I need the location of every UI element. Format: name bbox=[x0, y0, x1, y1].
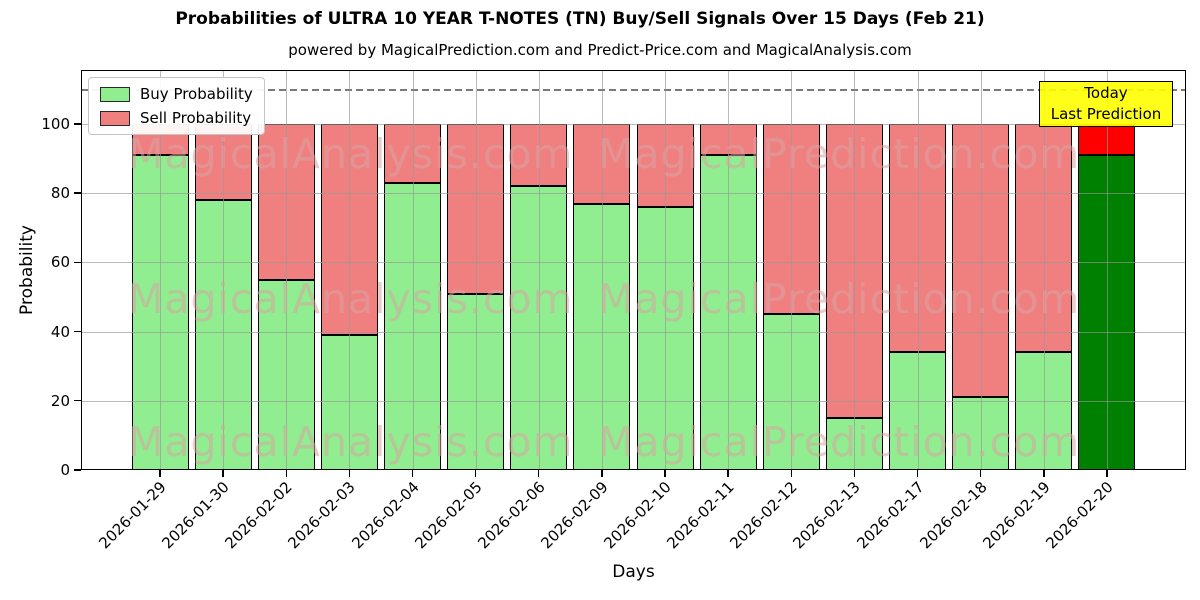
watermark-text: MagicalPrediction.com bbox=[598, 130, 1081, 178]
x-tick bbox=[664, 470, 666, 477]
gridline-horizontal bbox=[81, 262, 1186, 264]
y-tick-label: 40 bbox=[50, 322, 70, 341]
y-tick bbox=[74, 123, 81, 125]
x-tick bbox=[601, 470, 603, 477]
legend-label-buy: Buy Probability bbox=[140, 85, 253, 103]
gridline-horizontal bbox=[81, 331, 1186, 333]
gridline-vertical bbox=[665, 70, 667, 470]
watermark-text: MagicalAnalysis.com bbox=[128, 418, 574, 466]
gridline-vertical bbox=[412, 70, 414, 470]
y-tick-label: 80 bbox=[50, 184, 70, 203]
gridline-vertical bbox=[791, 70, 793, 470]
gridline-vertical bbox=[538, 70, 540, 470]
y-tick bbox=[74, 192, 81, 194]
watermark-text: MagicalPrediction.com bbox=[598, 275, 1081, 323]
gridline-vertical bbox=[917, 70, 919, 470]
plot-area: Buy Probability Sell Probability Magical… bbox=[81, 70, 1186, 470]
gridline-horizontal bbox=[81, 193, 1186, 195]
y-tick bbox=[74, 469, 81, 471]
today-annotation: Today Last Prediction bbox=[1039, 81, 1173, 127]
y-tick-label: 100 bbox=[41, 114, 70, 133]
y-tick-label: 60 bbox=[50, 253, 70, 272]
y-tick-label: 20 bbox=[50, 391, 70, 410]
x-tick bbox=[538, 470, 540, 477]
gridline-vertical bbox=[223, 70, 225, 470]
y-tick bbox=[74, 330, 81, 333]
x-axis-title: Days bbox=[612, 562, 655, 582]
buy-swatch-icon bbox=[100, 86, 130, 102]
x-tick bbox=[916, 470, 919, 477]
sell-swatch-icon bbox=[100, 110, 130, 126]
gridline-vertical bbox=[349, 70, 351, 470]
x-tick bbox=[474, 470, 477, 477]
x-tick bbox=[159, 470, 161, 477]
x-tick bbox=[853, 470, 856, 477]
legend-label-sell: Sell Probability bbox=[140, 109, 252, 127]
x-tick bbox=[727, 470, 729, 477]
gridline-vertical bbox=[1043, 70, 1045, 470]
gridline-vertical bbox=[854, 70, 856, 470]
watermark-text: MagicalPrediction.com bbox=[598, 418, 1081, 466]
gridline-vertical bbox=[1106, 70, 1108, 470]
legend-item-buy: Buy Probability bbox=[100, 85, 253, 103]
gridline-vertical bbox=[475, 70, 477, 470]
gridline-vertical bbox=[980, 70, 982, 470]
x-tick bbox=[285, 470, 287, 477]
chart-subtitle: powered by MagicalPrediction.com and Pre… bbox=[288, 41, 912, 59]
y-tick bbox=[74, 400, 81, 402]
today-annotation-line1: Today bbox=[1084, 84, 1128, 102]
watermark-text: MagicalAnalysis.com bbox=[128, 275, 574, 323]
x-tick bbox=[1043, 470, 1045, 477]
gridline-horizontal bbox=[81, 123, 1186, 125]
y-tick bbox=[74, 261, 81, 264]
gridline-vertical bbox=[601, 70, 603, 470]
x-tick bbox=[1106, 470, 1108, 477]
y-tick-label: 0 bbox=[60, 461, 70, 479]
legend-item-sell: Sell Probability bbox=[100, 109, 253, 127]
x-tick bbox=[411, 470, 414, 477]
gridline-vertical bbox=[160, 70, 161, 470]
x-tick bbox=[980, 470, 982, 477]
gridline-vertical bbox=[728, 70, 730, 470]
x-tick bbox=[348, 470, 351, 477]
legend: Buy Probability Sell Probability bbox=[88, 77, 265, 135]
x-tick bbox=[222, 470, 224, 477]
gridline-horizontal bbox=[81, 400, 1186, 402]
gridline-vertical bbox=[286, 70, 288, 470]
threshold-dashed-line bbox=[81, 89, 1186, 91]
today-annotation-line2: Last Prediction bbox=[1050, 105, 1162, 123]
chart-title: Probabilities of ULTRA 10 YEAR T-NOTES (… bbox=[175, 9, 985, 29]
x-tick bbox=[790, 470, 793, 477]
watermark-text: MagicalAnalysis.com bbox=[128, 130, 574, 178]
